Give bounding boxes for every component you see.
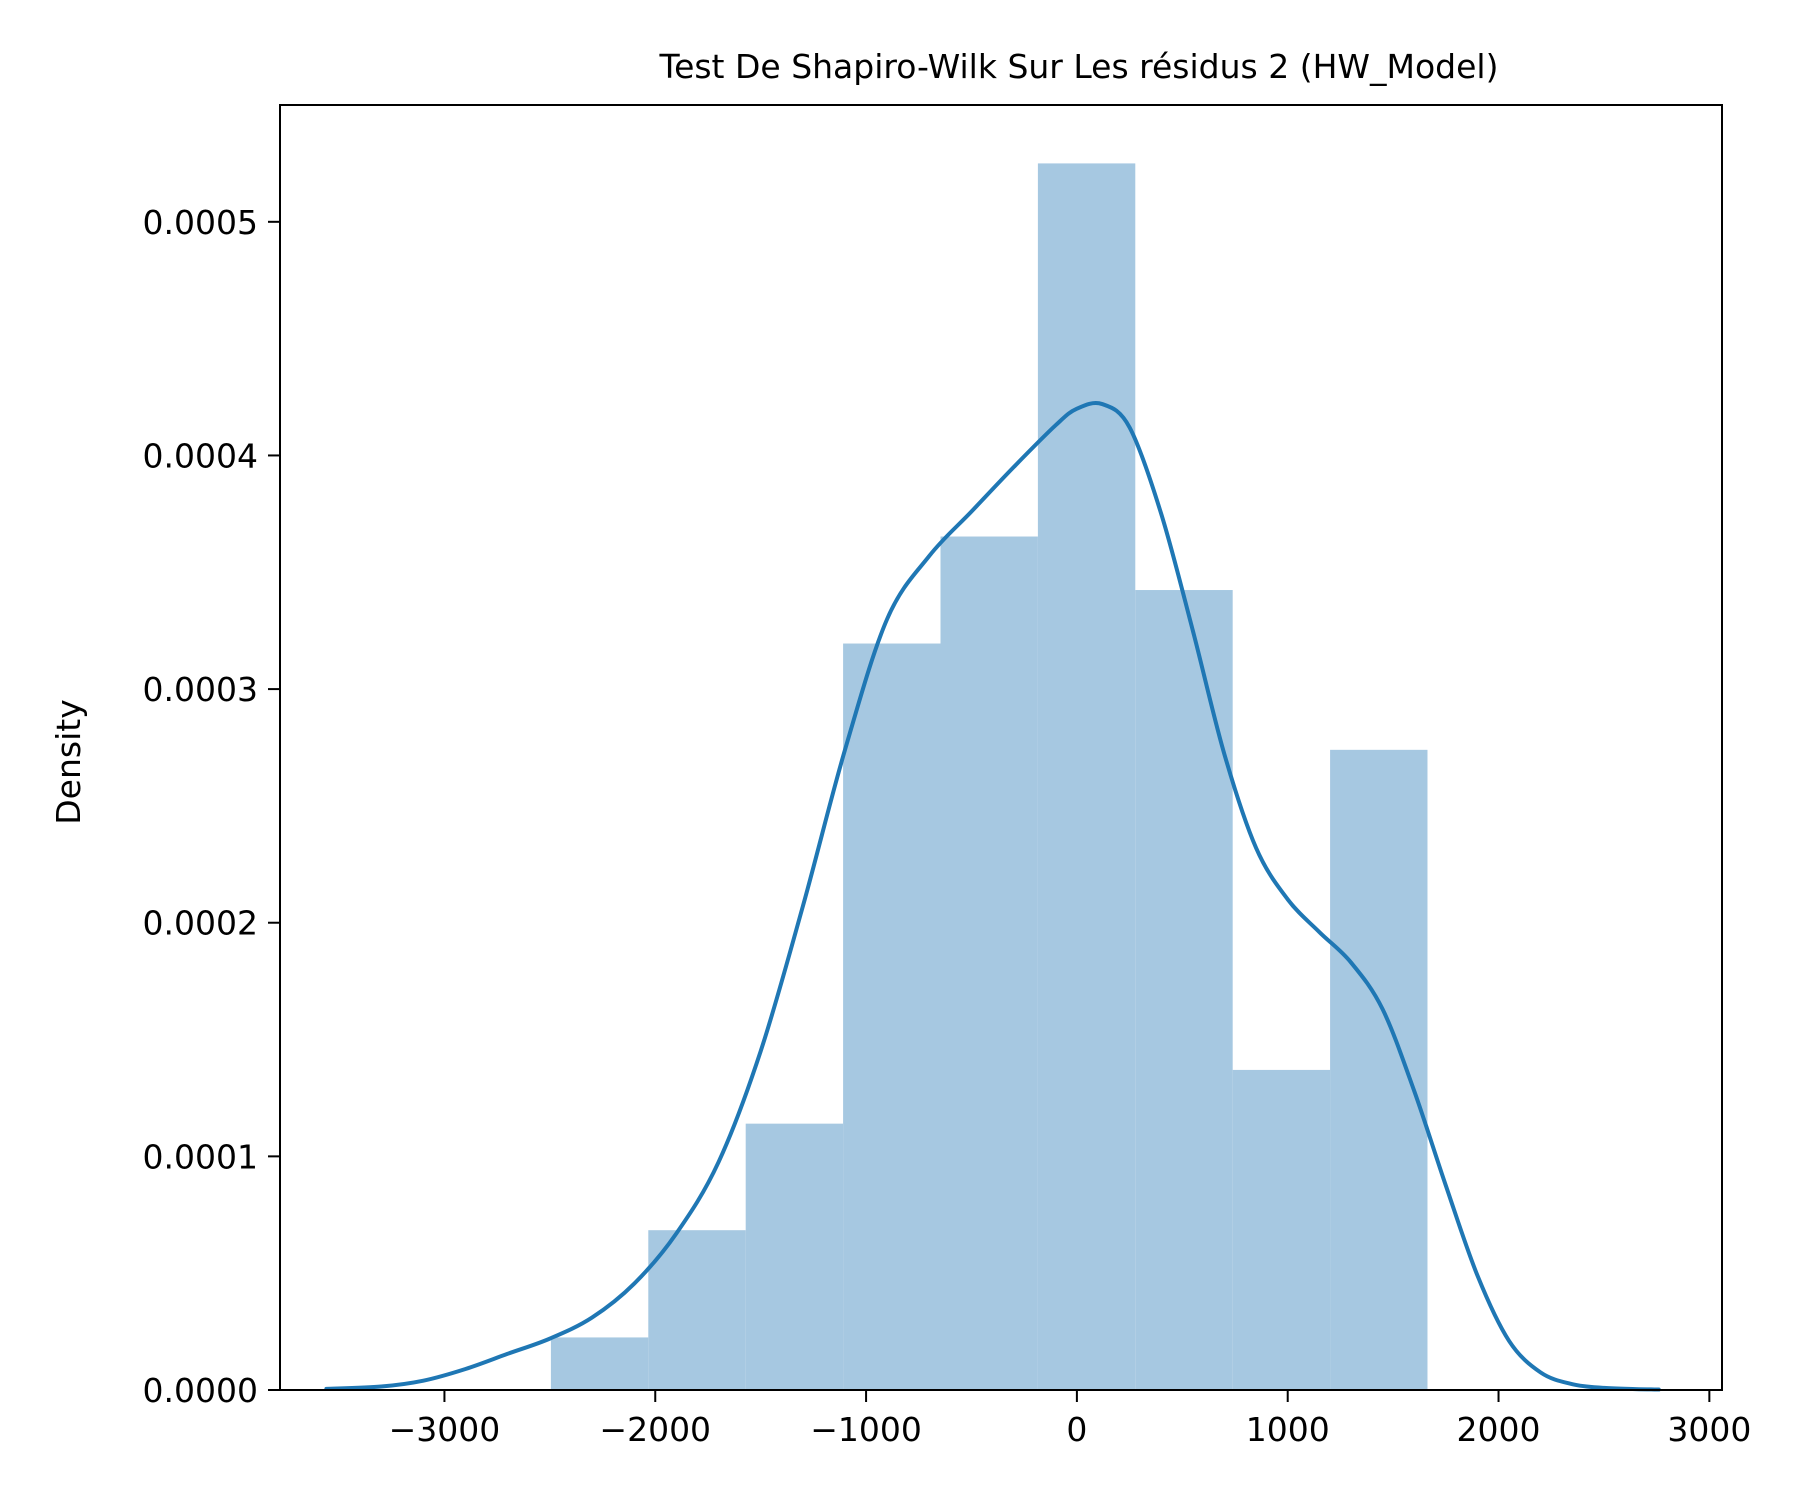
x-tick-label: −3000 (389, 1410, 501, 1449)
histogram-bar-5 (940, 536, 1038, 1390)
x-tick-label: 2000 (1457, 1410, 1541, 1449)
y-tick-label: 0.0001 (143, 1137, 258, 1176)
y-axis-label: Density (49, 699, 88, 824)
x-tick-label: −2000 (599, 1410, 711, 1449)
y-tick-label: 0.0003 (143, 670, 258, 709)
histogram-bar-7 (1135, 590, 1233, 1390)
y-tick-label: 0.0005 (143, 203, 258, 242)
chart-title: Test De Shapiro-Wilk Sur Les résidus 2 (… (659, 47, 1499, 86)
histogram-bar-8 (1232, 1069, 1331, 1390)
y-axis-ticks: 0.0000 0.0001 0.0002 0.0003 0.0004 0.0005 (143, 203, 280, 1410)
histogram-bar-9 (1330, 749, 1428, 1390)
histogram-bar-2 (648, 1230, 746, 1390)
kde-curve-group (324, 400, 1661, 1392)
histogram-bar-6 (1037, 163, 1136, 1391)
histogram-bars (550, 163, 1428, 1391)
y-tick-label: 0.0002 (143, 904, 258, 943)
histogram-bar-1 (550, 1337, 649, 1390)
y-tick-label: 0.0004 (143, 436, 258, 475)
histogram-bar-4 (843, 643, 941, 1390)
x-tick-label: 3000 (1667, 1410, 1751, 1449)
x-tick-label: 1000 (1246, 1410, 1330, 1449)
y-tick-label: 0.0000 (143, 1371, 258, 1410)
x-tick-label: 0 (1066, 1410, 1087, 1449)
x-axis-ticks: −3000 −2000 −1000 0 1000 2000 3000 (389, 1390, 1751, 1449)
plot-frame (279, 104, 1723, 1391)
x-tick-label: −1000 (810, 1410, 922, 1449)
histogram-bar-3 (745, 1123, 844, 1390)
kde-curve (324, 400, 1661, 1392)
